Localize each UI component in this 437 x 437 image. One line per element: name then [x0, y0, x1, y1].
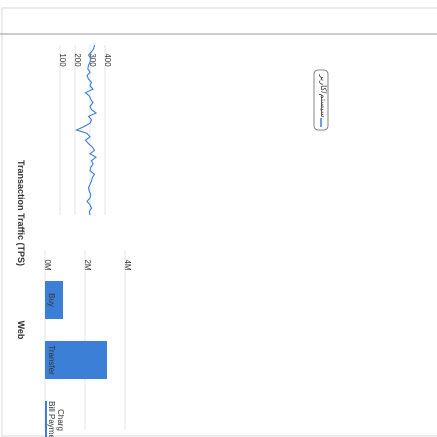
line-chart-grid	[59, 45, 106, 215]
bar-chart-y-axis-title: Web	[16, 321, 26, 340]
web-transactions-bar-chart: 0M 2M 4M Buy Transfer Bill Payme Charg Web	[16, 250, 132, 437]
traffic-line-chart: 100 200 300 400 Transaction Traffic (TPS) س…	[16, 44, 329, 266]
bar-chart-bars	[45, 281, 107, 437]
line-chart-y-ticks: 100 200 300 400	[58, 53, 112, 67]
bar-category-label: Buy	[47, 293, 56, 307]
line-y-tick-label: 300	[88, 53, 97, 67]
bar-bill-payment	[45, 401, 47, 437]
bar-chart-grid	[44, 250, 126, 430]
bar-category-label: Charg	[56, 409, 65, 431]
bar-category-label: Bill Payme	[47, 401, 56, 437]
bar-y-tick-label: 0M	[43, 259, 52, 270]
bar-transfer	[45, 341, 107, 379]
bar-chart-categories: Buy Transfer Bill Payme Charg	[47, 293, 65, 437]
line-chart-y-axis-title: Transaction Traffic (TPS)	[16, 160, 26, 266]
line-y-tick-label: 100	[58, 53, 67, 67]
line-y-tick-label: 400	[103, 53, 112, 67]
line-series-path	[74, 44, 98, 216]
legend-series-label: سیستم/کاربر	[319, 74, 328, 118]
bar-y-tick-label: 2M	[83, 259, 92, 270]
line-chart-legend[interactable]: سیستم/کاربر	[313, 69, 329, 131]
line-y-tick-label: 200	[73, 53, 82, 67]
bar-buy	[45, 281, 63, 319]
legend-box	[313, 69, 329, 131]
bar-category-label: Transfer	[47, 345, 56, 375]
bar-y-tick-label: 4M	[123, 259, 132, 270]
bar-chart-y-ticks: 0M 2M 4M	[43, 259, 132, 270]
